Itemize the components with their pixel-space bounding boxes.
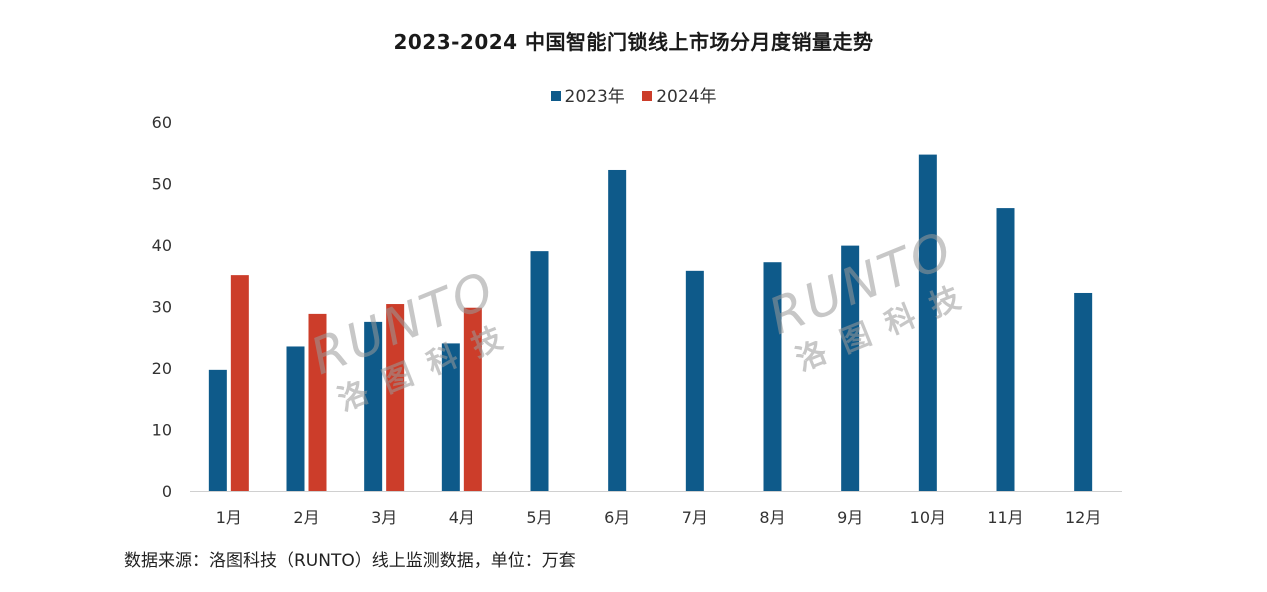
x-axis: 1月 2月 3月 4月 5月 6月 7月 8月 9月 10月 11月 12月 xyxy=(216,508,1102,527)
bar-2023-10 xyxy=(918,154,937,491)
y-tick-label: 50 xyxy=(152,175,172,194)
y-tick-label: 20 xyxy=(152,359,172,378)
x-tick-label: 7月 xyxy=(682,508,708,527)
legend-item-2024: 2024年 xyxy=(642,82,716,107)
x-tick-label: 10月 xyxy=(910,508,946,527)
y-tick-label: 30 xyxy=(152,298,172,317)
legend-swatch-2023 xyxy=(550,91,561,101)
legend-swatch-2024 xyxy=(642,91,653,101)
x-tick-label: 3月 xyxy=(371,508,397,527)
bar-2023-8 xyxy=(763,262,782,491)
bar-2023-3 xyxy=(364,321,383,491)
x-tick-label: 11月 xyxy=(987,508,1023,527)
bar-2024-4 xyxy=(463,307,482,491)
watermark-logo-left: RUNTO 洛图科技 xyxy=(303,260,524,419)
x-tick-label: 12月 xyxy=(1065,508,1101,527)
y-tick-label: 60 xyxy=(152,113,172,132)
bar-2023-7 xyxy=(685,270,704,491)
bar-2023-6 xyxy=(608,169,627,491)
bar-2024-2 xyxy=(308,313,327,491)
y-axis: 0 10 20 30 40 50 60 xyxy=(152,113,172,501)
bar-2023-12 xyxy=(1074,292,1093,491)
y-tick-label: 40 xyxy=(152,236,172,255)
legend-item-2023: 2023年 xyxy=(550,82,625,107)
x-tick-label: 1月 xyxy=(216,508,242,527)
x-tick-label: 4月 xyxy=(449,508,475,527)
bar-series xyxy=(208,154,1093,491)
x-tick-label: 2月 xyxy=(293,508,319,527)
bar-2024-3 xyxy=(386,304,405,491)
x-tick-label: 6月 xyxy=(604,508,630,527)
bar-2023-4 xyxy=(441,343,460,491)
chart-title: 2023-2024 中国智能门锁线上市场分月度销量走势 xyxy=(393,30,874,54)
bar-2023-11 xyxy=(996,208,1015,491)
y-tick-label: 0 xyxy=(162,482,172,501)
bar-2023-5 xyxy=(530,251,549,491)
y-tick-label: 10 xyxy=(152,421,172,440)
bar-2024-1 xyxy=(230,275,249,491)
bar-2023-1 xyxy=(208,369,227,491)
source-note: 数据来源：洛图科技（RUNTO）线上监测数据，单位：万套 xyxy=(124,551,576,571)
watermark-logo-right: RUNTO 洛图科技 xyxy=(761,220,982,379)
x-tick-label: 5月 xyxy=(526,508,552,527)
legend-label-2023: 2023年 xyxy=(564,87,625,107)
legend-label-2024: 2024年 xyxy=(656,87,717,107)
x-tick-label: 8月 xyxy=(759,508,785,527)
x-tick-label: 9月 xyxy=(837,508,863,527)
bar-2023-9 xyxy=(841,245,860,491)
chart-legend: 2023年 2024年 xyxy=(0,82,1267,107)
bar-2023-2 xyxy=(286,346,305,491)
